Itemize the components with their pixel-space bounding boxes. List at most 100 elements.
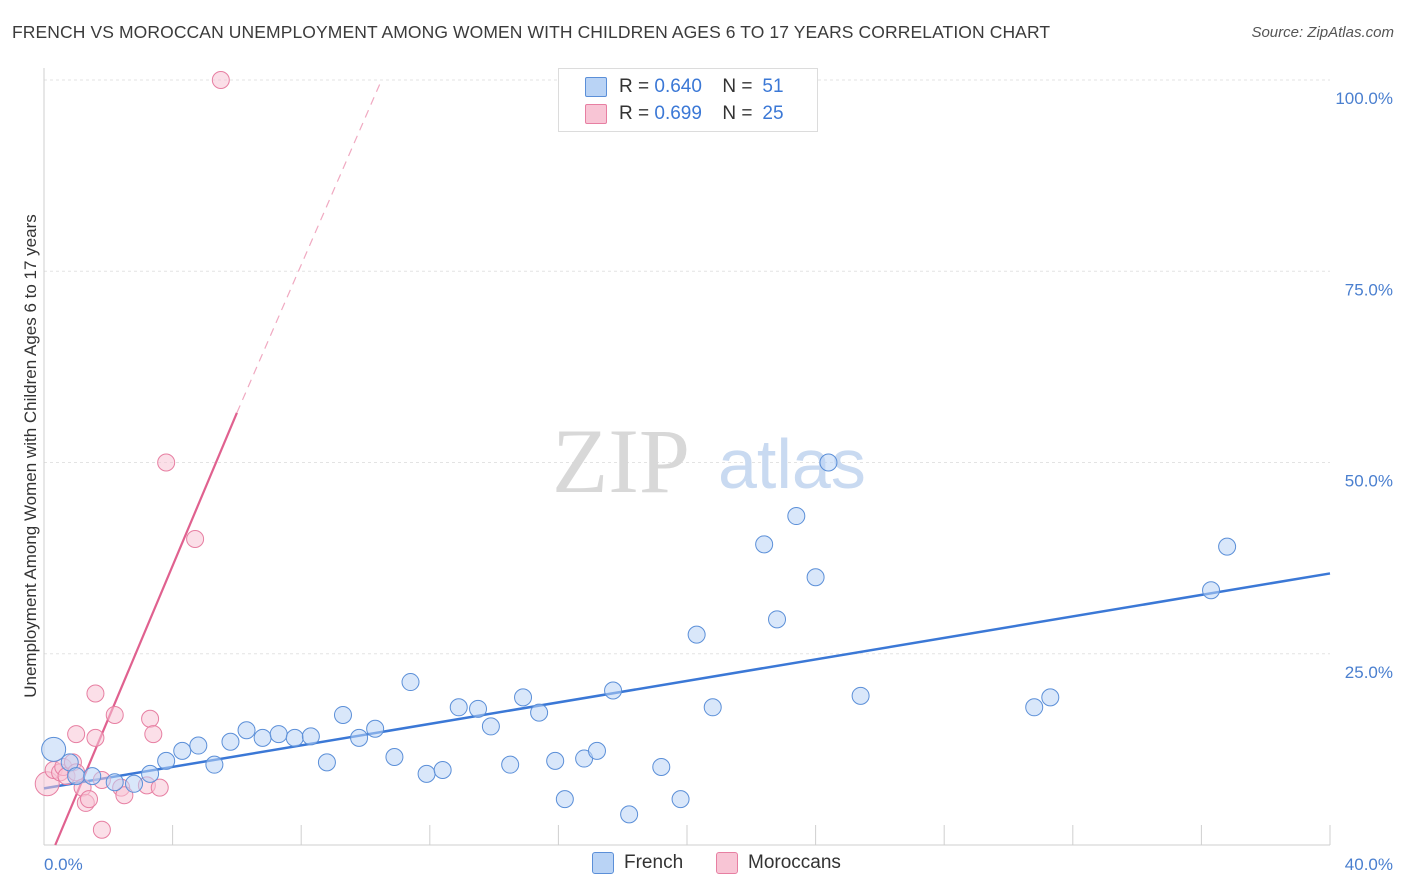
french-point-50 <box>1218 537 1237 556</box>
french-point-39 <box>687 625 706 644</box>
french-point-36 <box>620 805 639 824</box>
x-tick-labels: 0.0% 40.0% <box>44 855 1393 874</box>
french-point-4 <box>105 773 124 792</box>
french-point-16 <box>301 727 320 746</box>
french-point-11 <box>221 732 240 751</box>
french-swatch <box>585 77 607 97</box>
moroccans-point-15 <box>105 705 124 724</box>
chart-source: Source: ZipAtlas.com <box>1251 24 1394 41</box>
moroccans-point-10 <box>80 790 99 809</box>
french-point-21 <box>385 748 404 767</box>
y-tick-label-0: 25.0% <box>1345 663 1393 682</box>
french-point-45 <box>819 453 838 472</box>
french-point-30 <box>530 703 549 722</box>
french-point-38 <box>671 790 690 809</box>
moroccans-points <box>34 71 230 839</box>
x-tick-label-1: 40.0% <box>1345 855 1393 874</box>
moroccans-point-12 <box>86 684 105 703</box>
french-point-49 <box>1202 581 1221 600</box>
legend-row-french: R = 0.640 N = 51 <box>585 75 784 99</box>
french-point-24 <box>433 761 452 780</box>
stats-legend: R = 0.640 N = 51 R = 0.699 N = 25 <box>558 68 818 132</box>
moroccans-legend-label: Moroccans <box>748 852 841 873</box>
french-point-7 <box>157 751 176 770</box>
moroccans-point-11 <box>86 728 105 747</box>
moroccans-point-17 <box>115 786 134 805</box>
french-point-27 <box>481 717 500 736</box>
moroccans-point-20 <box>144 725 163 744</box>
french-point-12 <box>237 721 256 740</box>
french-point-0 <box>41 736 67 762</box>
moroccans-point-24 <box>211 71 230 89</box>
moroccans-point-7 <box>67 725 86 744</box>
french-legend-label: French <box>624 852 684 873</box>
watermark-zip: ZIP <box>552 410 690 512</box>
french-point-42 <box>768 610 787 629</box>
french-point-20 <box>366 719 385 738</box>
chart-title: FRENCH VS MOROCCAN UNEMPLOYMENT AMONG WO… <box>12 22 1051 42</box>
french-point-8 <box>173 741 192 760</box>
series-legend: French Moroccans <box>0 852 1406 878</box>
french-point-28 <box>501 755 520 774</box>
french-point-18 <box>333 705 352 724</box>
french-point-37 <box>652 757 671 776</box>
moroccans-point-22 <box>157 453 176 472</box>
french-point-23 <box>417 764 436 783</box>
legend-item-moroccans: Moroccans <box>716 852 841 874</box>
french-point-3 <box>83 767 102 786</box>
french-point-35 <box>604 681 623 700</box>
french-point-47 <box>1025 698 1044 717</box>
french-point-40 <box>703 698 722 717</box>
french-n-label: N = <box>722 76 753 97</box>
axes <box>43 68 1331 846</box>
moroccans-point-23 <box>186 530 205 548</box>
french-point-34 <box>587 741 606 760</box>
french-point-41 <box>755 535 774 554</box>
french-point-6 <box>141 764 160 783</box>
french-r-label: R = <box>619 76 650 97</box>
french-point-26 <box>469 699 488 718</box>
y-tick-label-3: 100.0% <box>1335 89 1393 108</box>
french-point-43 <box>787 507 806 526</box>
y-axis-label: Unemployment Among Women with Children A… <box>21 214 40 698</box>
french-point-14 <box>269 725 288 744</box>
french-point-29 <box>514 688 533 707</box>
french-n-value: 51 <box>762 76 784 97</box>
french-r-value: 0.640 <box>654 76 702 97</box>
french-point-9 <box>189 736 208 755</box>
french-point-44 <box>806 568 825 587</box>
french-point-22 <box>401 673 420 692</box>
french-point-25 <box>449 698 468 717</box>
french-point-13 <box>253 728 272 747</box>
moroccans-r-value: 0.699 <box>654 103 702 124</box>
y-tick-label-2: 75.0% <box>1345 280 1393 299</box>
moroccans-n-value: 25 <box>762 103 784 124</box>
grid-lines <box>44 79 1330 655</box>
y-tick-labels: 25.0% 50.0% 75.0% 100.0% <box>1335 89 1393 682</box>
french-legend-swatch <box>592 852 614 874</box>
legend-item-french: French <box>592 852 683 874</box>
french-point-48 <box>1041 688 1060 707</box>
moroccans-swatch <box>585 104 607 124</box>
watermark-atlas: atlas <box>718 425 866 503</box>
y-tick-label-1: 50.0% <box>1345 472 1393 491</box>
french-point-17 <box>317 753 336 772</box>
moroccans-n-label: N = <box>722 103 753 124</box>
french-point-32 <box>555 790 574 809</box>
moroccans-legend-swatch <box>716 852 738 874</box>
french-point-15 <box>285 728 304 747</box>
x-tick-label-0: 0.0% <box>44 855 83 874</box>
french-point-19 <box>350 728 369 747</box>
french-point-10 <box>205 755 224 774</box>
french-point-5 <box>125 774 144 793</box>
moroccans-point-21 <box>150 778 169 797</box>
french-trend-line <box>43 572 1331 790</box>
french-point-31 <box>546 751 565 770</box>
moroccans-point-13 <box>92 820 111 839</box>
moroccans-r-label: R = <box>619 103 650 124</box>
moroccans-point-19 <box>141 709 160 728</box>
french-points <box>41 453 1237 824</box>
moroccans-trend-extension <box>236 79 383 414</box>
french-point-46 <box>851 686 870 705</box>
